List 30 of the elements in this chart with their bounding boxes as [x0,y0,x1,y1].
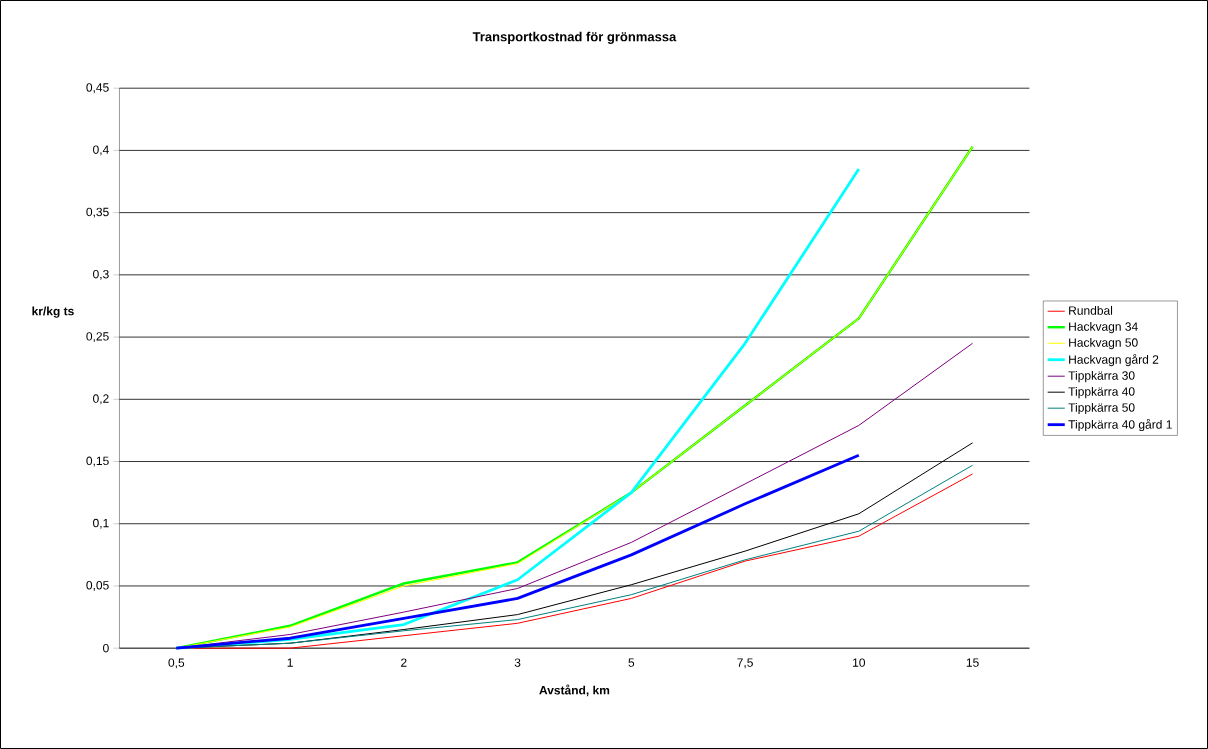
y-tick-label: 0,2 [93,394,109,405]
y-tick-label: 0,4 [93,145,109,156]
legend-label: Tippkärra 50 [1068,402,1135,415]
x-tick-label: 15 [966,658,979,667]
line-series [174,453,861,650]
chart-title: Transportkostnad för grönmassa [472,31,677,44]
y-tick-label: 0,05 [86,581,109,591]
legend-label: Tippkärra 40 gård 1 [1068,418,1172,432]
y-tick-label: 0,1 [93,518,109,529]
y-tick-label: 0,35 [86,207,109,218]
y-tick-label: 0,25 [86,332,109,343]
legend-label: Rundbal [1069,305,1113,315]
y-tick-label: 0,45 [86,83,109,94]
x-tick-label: 7,5 [737,658,753,669]
x-tick-label: 3 [514,658,521,667]
legend-label: Hackvagn 50 [1069,337,1138,350]
legend-label: Tippkärra 40 [1068,386,1135,399]
legend-label: Hackvagn gård 2 [1069,353,1159,367]
x-tick-label: 2 [401,658,407,667]
x-tick-label: 0,5 [168,658,185,669]
legend-label: Hackvagn 34 [1069,321,1138,334]
y-tick-label: 0 [103,643,109,653]
legend-label: Tippkärra 30 [1068,370,1135,383]
x-tick-label: 10 [853,658,866,667]
y-tick-label: 0,3 [93,269,109,280]
y-axis-title: kr/kg ts [32,306,74,318]
x-tick-label: 5 [628,658,635,667]
y-tick-label: 0,15 [86,456,109,467]
x-axis-title: Avstånd, km [539,684,610,697]
x-tick-label: 1 [287,658,293,667]
